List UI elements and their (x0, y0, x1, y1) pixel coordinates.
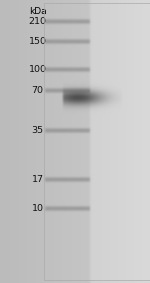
Text: 150: 150 (28, 37, 46, 46)
Text: 70: 70 (32, 86, 44, 95)
Text: 17: 17 (32, 175, 44, 184)
Bar (44, 3, 150, 280)
Text: 10: 10 (32, 203, 44, 213)
Text: kDa: kDa (29, 7, 46, 16)
Text: 35: 35 (32, 126, 44, 135)
Text: 100: 100 (28, 65, 46, 74)
Text: 210: 210 (28, 17, 46, 26)
